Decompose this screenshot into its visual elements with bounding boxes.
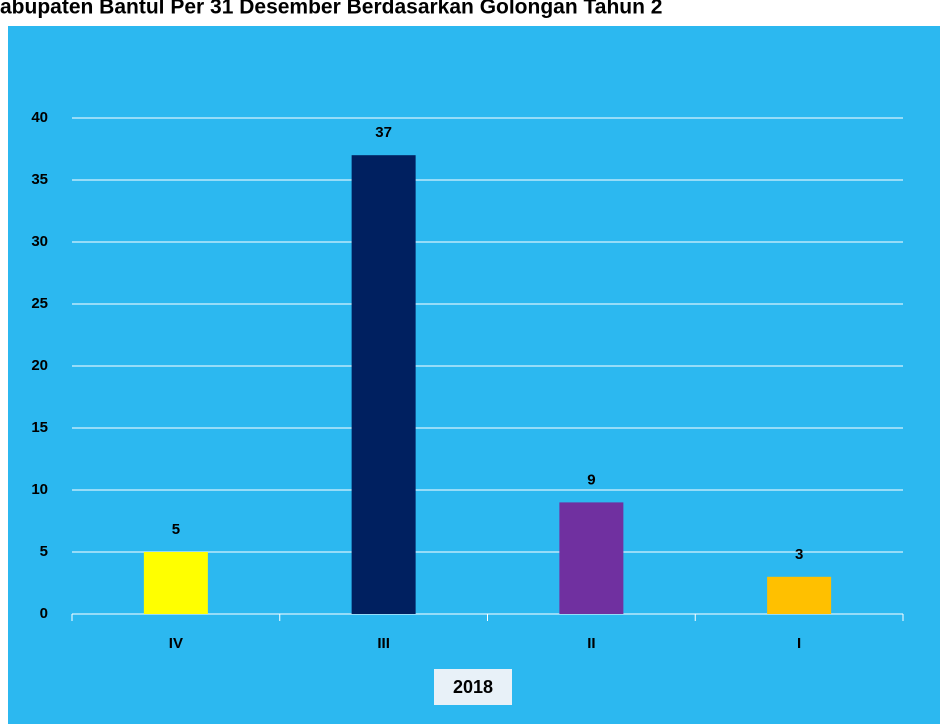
chart-title: abupaten Bantul Per 31 Desember Berdasar… [0,0,662,19]
bar [351,155,416,614]
x-label-box [434,669,512,705]
x-tick-label: I [797,635,801,652]
y-tick-label: 15 [31,419,48,436]
x-tick-label: III [377,635,390,652]
y-tick-label: 40 [31,109,48,126]
data-label: 5 [172,521,180,538]
data-label: 3 [795,546,803,563]
x-tick-label: II [587,635,595,652]
y-tick-label: 30 [31,233,48,250]
chart-area [8,26,940,724]
y-tick-label: 25 [31,295,48,312]
x-axis-label: 2018 [453,677,493,697]
y-tick-label: 20 [31,357,48,374]
y-tick-label: 5 [40,543,48,560]
data-label: 37 [375,124,392,141]
data-label: 9 [587,471,595,488]
bar [143,552,208,614]
y-tick-label: 35 [31,171,48,188]
bar [767,576,832,614]
bar [559,502,624,614]
x-tick-label: IV [169,635,183,652]
y-tick-label: 10 [31,481,48,498]
y-tick-label: 0 [40,605,48,622]
